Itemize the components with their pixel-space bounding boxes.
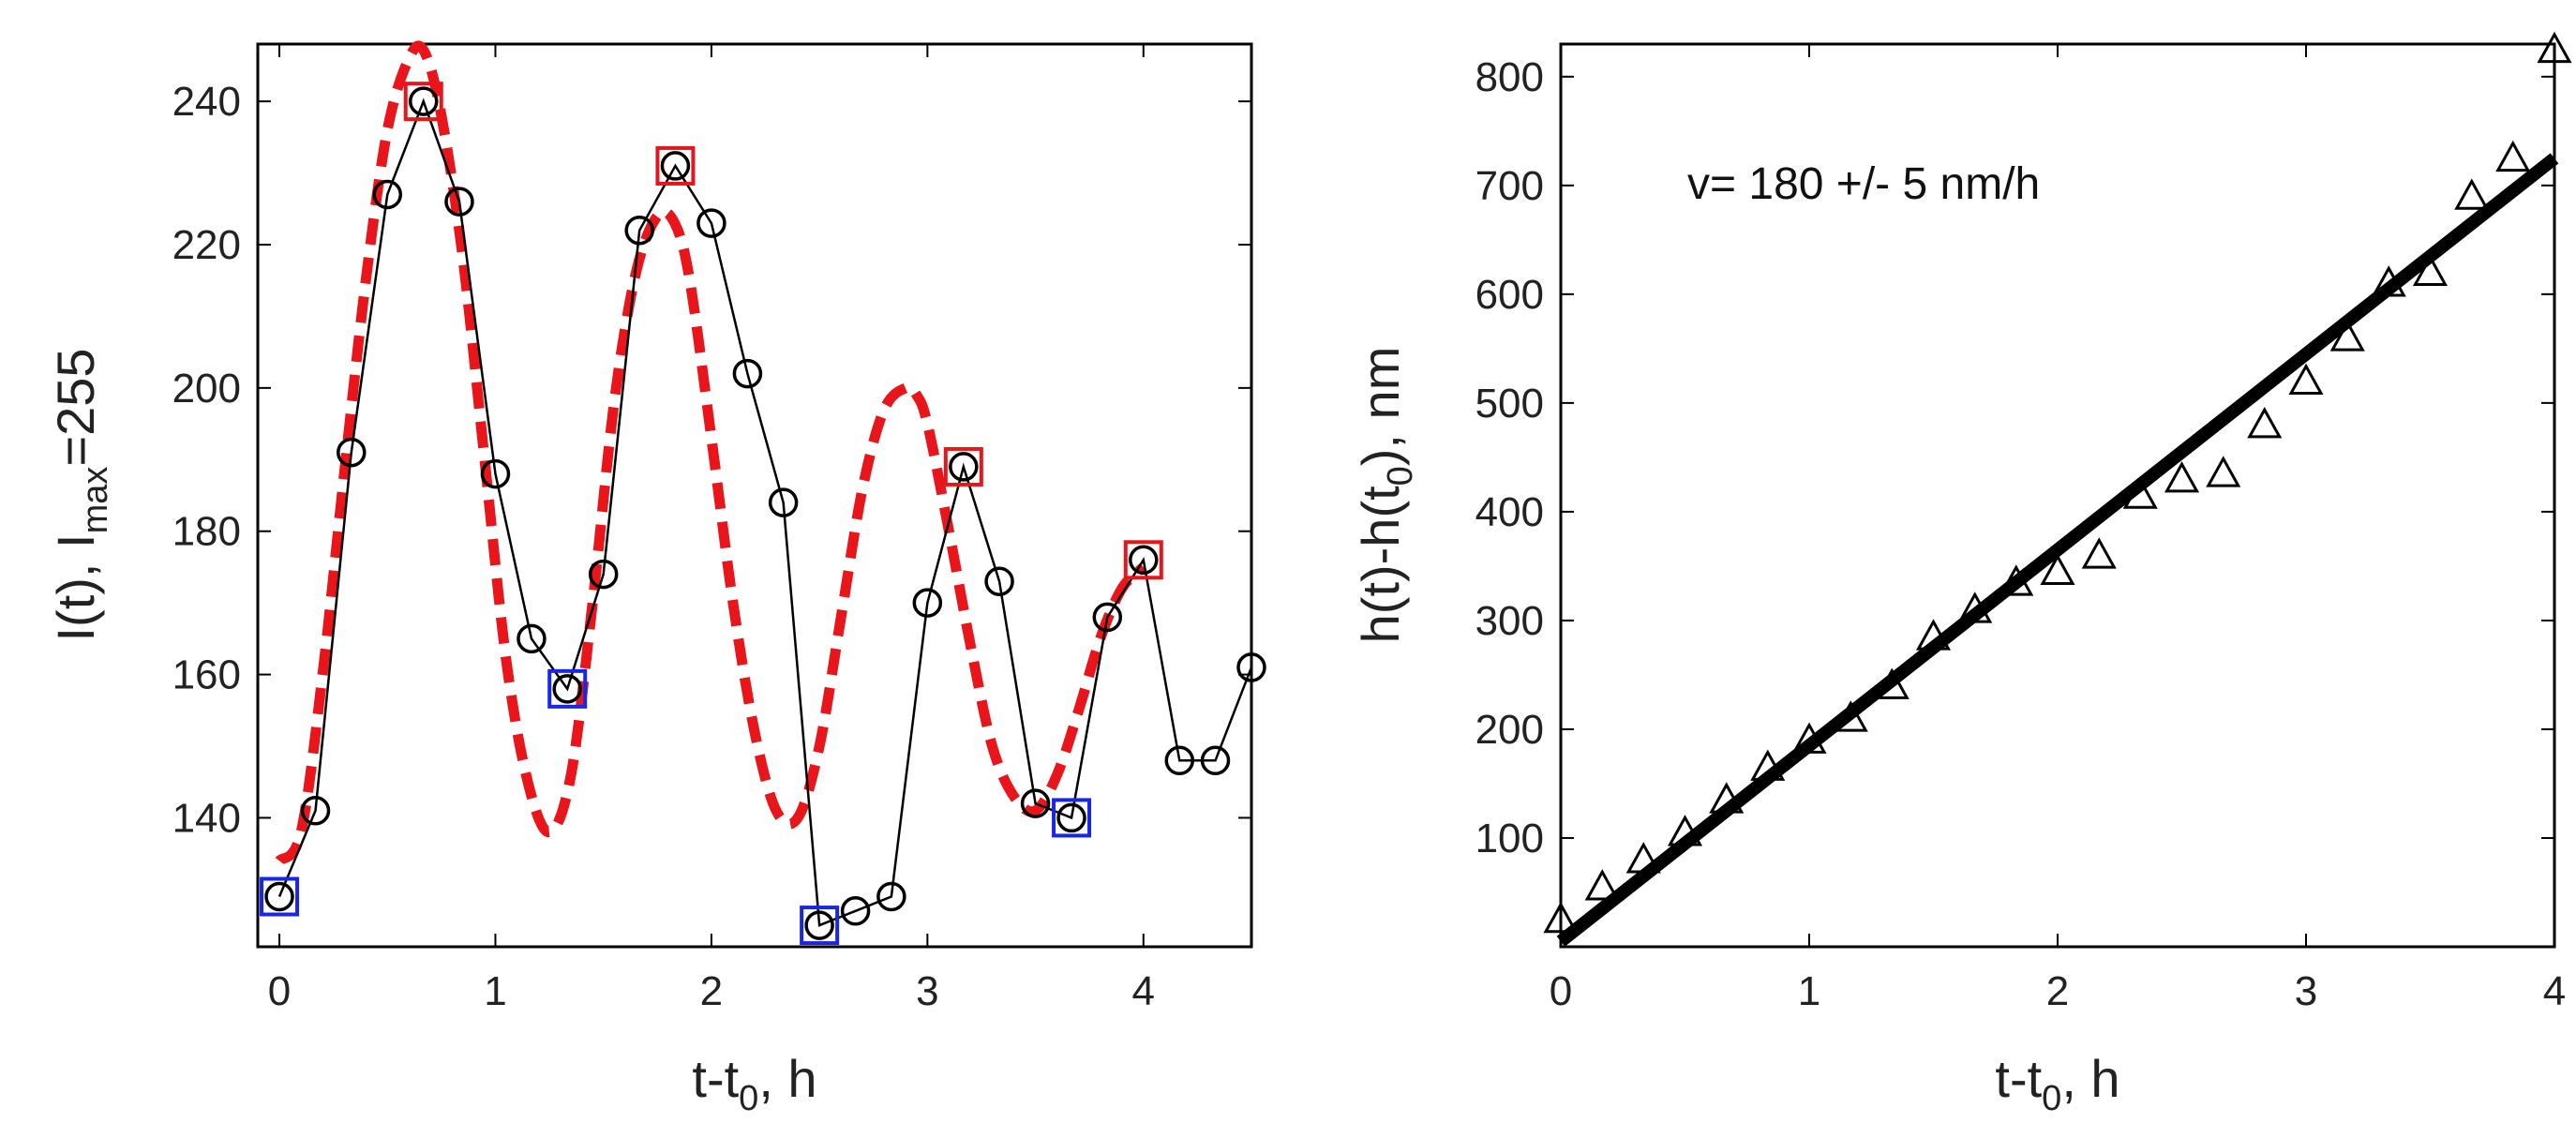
intensity-xtick-label: 3 (916, 968, 938, 1014)
intensity-data-point (1056, 802, 1086, 833)
intensity-data-point (1020, 788, 1051, 818)
intensity-data-point (804, 910, 834, 940)
intensity-maximum-marker (655, 145, 696, 186)
height-xtick-label: 0 (1550, 968, 1572, 1014)
intensity-minimum-marker (547, 668, 588, 709)
intensity-minimum-marker (260, 876, 300, 917)
height-xtick-label: 1 (1798, 968, 1820, 1014)
intensity-data-line (277, 97, 1253, 927)
intensity-data-point (264, 881, 294, 912)
intensity-data-point (696, 208, 726, 238)
height-data-point (1874, 667, 1910, 699)
intensity-maximum-marker (403, 82, 443, 122)
height-data-point (1791, 722, 1827, 754)
height-ytick-label: 200 (1475, 707, 1544, 753)
height-data-point (2247, 406, 2283, 439)
intensity-chart: 0 1 2 3 4 140 160 180 200 220 240 t-t0, h I(t), Im… (46, 40, 1266, 1118)
height-data-point (1625, 842, 1661, 874)
height-xlabel: t-t0, h (1995, 1049, 2119, 1118)
intensity-data-point (624, 215, 654, 246)
intensity-xlabel: t-t0, h (692, 1049, 816, 1118)
height-data-point (1833, 700, 1868, 732)
height-data-point (1915, 619, 1952, 651)
height-data-point (1999, 564, 2034, 596)
height-data-point (2371, 265, 2406, 297)
height-data-point (1709, 782, 1745, 814)
intensity-ytick-label: 220 (172, 222, 241, 268)
height-chart: 0 1 2 3 4 100 200 300 400 500 600 700 800 v= 180 +/-… (1351, 31, 2572, 1118)
intensity-ytick-label: 160 (172, 652, 241, 698)
intensity-data-point (768, 487, 799, 517)
height-data-point (2454, 178, 2490, 210)
intensity-data-point (588, 559, 619, 590)
intensity-xtick-label: 0 (268, 968, 291, 1014)
height-data-point (2495, 140, 2531, 172)
height-ytick-label: 400 (1475, 489, 1544, 535)
intensity-data-point (1129, 545, 1159, 576)
height-data-point (2329, 320, 2365, 352)
intensity-data-point (1200, 745, 1231, 776)
intensity-data-point (372, 179, 403, 210)
height-data-point (2412, 254, 2449, 286)
intensity-ytick-label: 180 (172, 509, 241, 555)
height-ytick-label: 500 (1475, 381, 1544, 427)
intensity-chart-frame (256, 42, 1253, 949)
intensity-data-point (984, 566, 1014, 596)
intensity-data-point (300, 796, 331, 826)
height-ytick-label: 600 (1475, 272, 1544, 318)
intensity-data-point (337, 437, 367, 468)
intensity-xtick-label: 2 (700, 968, 723, 1014)
height-xtick-label: 4 (2543, 968, 2566, 1014)
height-data-point (1957, 591, 1993, 623)
height-data-point (2288, 363, 2324, 395)
intensity-data-point (732, 358, 763, 389)
intensity-data-point (408, 86, 439, 116)
intensity-minimum-marker (1052, 798, 1092, 838)
height-data-point (2081, 537, 2117, 569)
intensity-xtick-label: 4 (1132, 968, 1155, 1014)
intensity-data-point (949, 452, 979, 482)
height-data-point (2206, 456, 2241, 487)
intensity-ytick-label: 240 (172, 79, 241, 125)
height-ylabel: h(t)-h(t0), nm (1351, 347, 1420, 644)
velocity-annotation: v= 180 +/- 5 nm/h (1687, 159, 2040, 209)
intensity-data-point (444, 187, 474, 217)
height-xtick-label: 2 (2046, 968, 2069, 1014)
height-data-point (2164, 461, 2200, 493)
intensity-xtick-label: 1 (484, 968, 506, 1014)
intensity-maximum-marker (1123, 540, 1163, 580)
height-data-point (1750, 749, 1786, 781)
intensity-data-point (517, 623, 547, 654)
intensity-data-point (480, 458, 511, 489)
height-data-point (2537, 31, 2572, 64)
intensity-maximum-marker (943, 446, 983, 487)
intensity-data-point (1236, 652, 1266, 682)
height-ytick-label: 300 (1475, 598, 1544, 644)
intensity-fit-curve (275, 40, 1147, 865)
intensity-ytick-label: 140 (172, 795, 241, 841)
height-data-point (1667, 815, 1703, 846)
intensity-data-point (912, 588, 943, 618)
height-xtick-label: 3 (2295, 968, 2317, 1014)
height-data-point (2040, 553, 2075, 586)
intensity-data-point (552, 674, 582, 704)
intensity-data-point (1164, 745, 1195, 776)
height-ytick-label: 100 (1475, 816, 1544, 861)
intensity-data-point (840, 896, 871, 926)
intensity-data-point (876, 881, 906, 912)
height-fit-line (1556, 153, 2559, 947)
height-ytick-label: 800 (1475, 54, 1544, 100)
height-data-point (1584, 869, 1620, 901)
intensity-minimum-marker (800, 906, 840, 946)
height-data-point (2122, 477, 2158, 509)
intensity-data-point (660, 151, 691, 181)
height-data-point (1543, 901, 1579, 934)
intensity-data-point (1092, 602, 1123, 633)
intensity-ytick-label: 200 (172, 366, 241, 412)
intensity-ylabel: I(t), Imax=255 (46, 348, 115, 641)
height-ytick-label: 700 (1475, 163, 1544, 209)
